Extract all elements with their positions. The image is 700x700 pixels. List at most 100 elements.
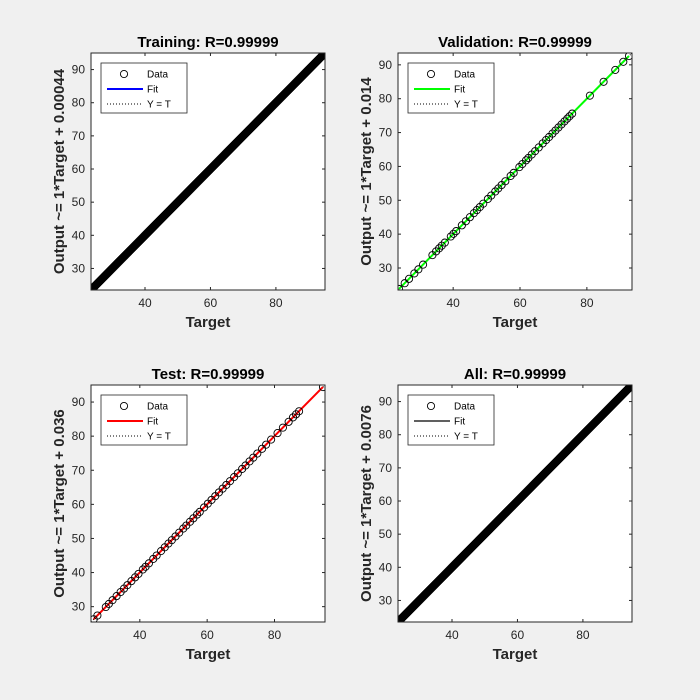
y-tick-label: 70 xyxy=(379,461,393,475)
legend-marker-data xyxy=(119,401,129,411)
chart-title: Test: R=0.99999 xyxy=(152,366,265,383)
data-point xyxy=(249,453,258,462)
axes-box xyxy=(90,52,326,291)
axes-box xyxy=(397,384,633,623)
y-tick-label: 60 xyxy=(72,162,86,176)
legend: Data Fit Y = T xyxy=(407,394,495,446)
y-axis-label: Output ~= 1*Target + 0.00044 xyxy=(51,68,68,274)
data-point xyxy=(452,227,461,236)
x-axis-label: Target xyxy=(186,314,231,331)
plot-content xyxy=(91,53,325,290)
x-tick-label: 60 xyxy=(511,628,525,642)
data-point xyxy=(134,569,143,578)
legend-marker-data xyxy=(426,69,436,79)
data-point xyxy=(262,440,271,449)
chart-title: Training: R=0.99999 xyxy=(137,34,278,51)
data-point xyxy=(404,274,414,283)
y-tick-label: 80 xyxy=(72,429,86,443)
x-tick-label: 40 xyxy=(445,628,459,642)
y-tick-label: 80 xyxy=(379,92,393,106)
panel-1: 40 60 80 30 40 50 60 70 80 90 Training: R=0.99999 T… xyxy=(51,34,326,331)
data-point xyxy=(398,284,404,290)
data-point xyxy=(440,238,449,247)
data-point xyxy=(278,423,287,432)
data-point xyxy=(193,510,202,519)
data-point xyxy=(611,65,620,74)
data-point xyxy=(557,120,566,129)
data-point xyxy=(112,592,121,601)
x-axis-label: Target xyxy=(186,646,231,663)
data-point xyxy=(123,581,132,590)
data-point xyxy=(318,53,325,60)
y-tick-label: 60 xyxy=(72,497,86,511)
data-point xyxy=(288,413,298,422)
y-tick-label: 80 xyxy=(379,428,393,442)
data-point xyxy=(291,410,301,419)
data-point xyxy=(568,109,577,118)
data-point xyxy=(446,232,455,241)
data-point xyxy=(284,417,293,426)
data-point xyxy=(565,112,574,121)
legend-entry: Data xyxy=(454,70,476,81)
chart-title: All: R=0.99999 xyxy=(464,366,566,383)
data-point xyxy=(400,279,409,288)
data-point xyxy=(506,171,515,180)
data-point xyxy=(432,247,441,256)
data-point xyxy=(585,91,594,100)
y-tick-label: 90 xyxy=(379,395,393,409)
legend-entry: Y = T xyxy=(454,100,478,111)
y-tick-label: 80 xyxy=(72,96,86,110)
data-point xyxy=(175,528,184,537)
x-tick-label: 60 xyxy=(204,296,218,310)
data-point xyxy=(515,163,524,172)
y-axis-label: Output ~= 1*Target + 0.0076 xyxy=(358,405,375,602)
y-tick-label: 40 xyxy=(379,227,393,241)
data-point xyxy=(449,229,458,238)
data-point xyxy=(101,602,110,612)
plot-content xyxy=(91,385,325,622)
x-tick-label: 40 xyxy=(138,296,152,310)
plot-content xyxy=(398,385,632,622)
legend-marker-data xyxy=(119,69,129,79)
data-point xyxy=(257,444,267,453)
data-point xyxy=(542,135,551,145)
data-point xyxy=(435,244,444,253)
axes-box xyxy=(397,52,633,291)
plot-content xyxy=(398,53,632,290)
y-axis-label: Output ~= 1*Target + 0.036 xyxy=(51,409,68,598)
panel-2: 40 60 80 30 40 50 60 70 80 90 Validation: R=0.9999… xyxy=(358,34,633,331)
y-axis-label: Output ~= 1*Target + 0.014 xyxy=(358,77,375,266)
data-point xyxy=(563,114,572,123)
data-point xyxy=(273,429,282,438)
data-point xyxy=(295,407,304,416)
data-point xyxy=(437,241,446,250)
x-tick-label: 80 xyxy=(580,296,594,310)
x-tick-label: 80 xyxy=(268,628,282,642)
y-tick-label: 30 xyxy=(379,261,393,275)
legend: Data Fit Y = T xyxy=(407,62,495,114)
y-tick-label: 60 xyxy=(379,494,393,508)
data-point xyxy=(233,469,242,478)
y-tick-label: 60 xyxy=(379,159,393,173)
y-tick-label: 50 xyxy=(379,527,393,541)
data-point xyxy=(138,565,147,574)
fit-line xyxy=(398,55,630,290)
data-point xyxy=(624,53,632,61)
data-point xyxy=(419,260,428,269)
x-tick-label: 80 xyxy=(269,296,283,310)
y-tick-label: 90 xyxy=(379,58,393,72)
legend-marker-data xyxy=(426,401,436,411)
data-point xyxy=(144,559,153,568)
data-point xyxy=(318,385,325,392)
legend-entry: Fit xyxy=(454,417,465,428)
axes-box xyxy=(90,384,326,623)
data-point xyxy=(491,187,500,196)
x-tick-label: 80 xyxy=(576,628,590,642)
y-tick-label: 30 xyxy=(72,600,86,614)
y-tick-label: 40 xyxy=(379,560,393,574)
legend-entry: Y = T xyxy=(147,100,171,111)
legend-entry: Data xyxy=(454,402,476,413)
y-tick-label: 70 xyxy=(379,126,393,140)
data-point xyxy=(554,123,563,132)
